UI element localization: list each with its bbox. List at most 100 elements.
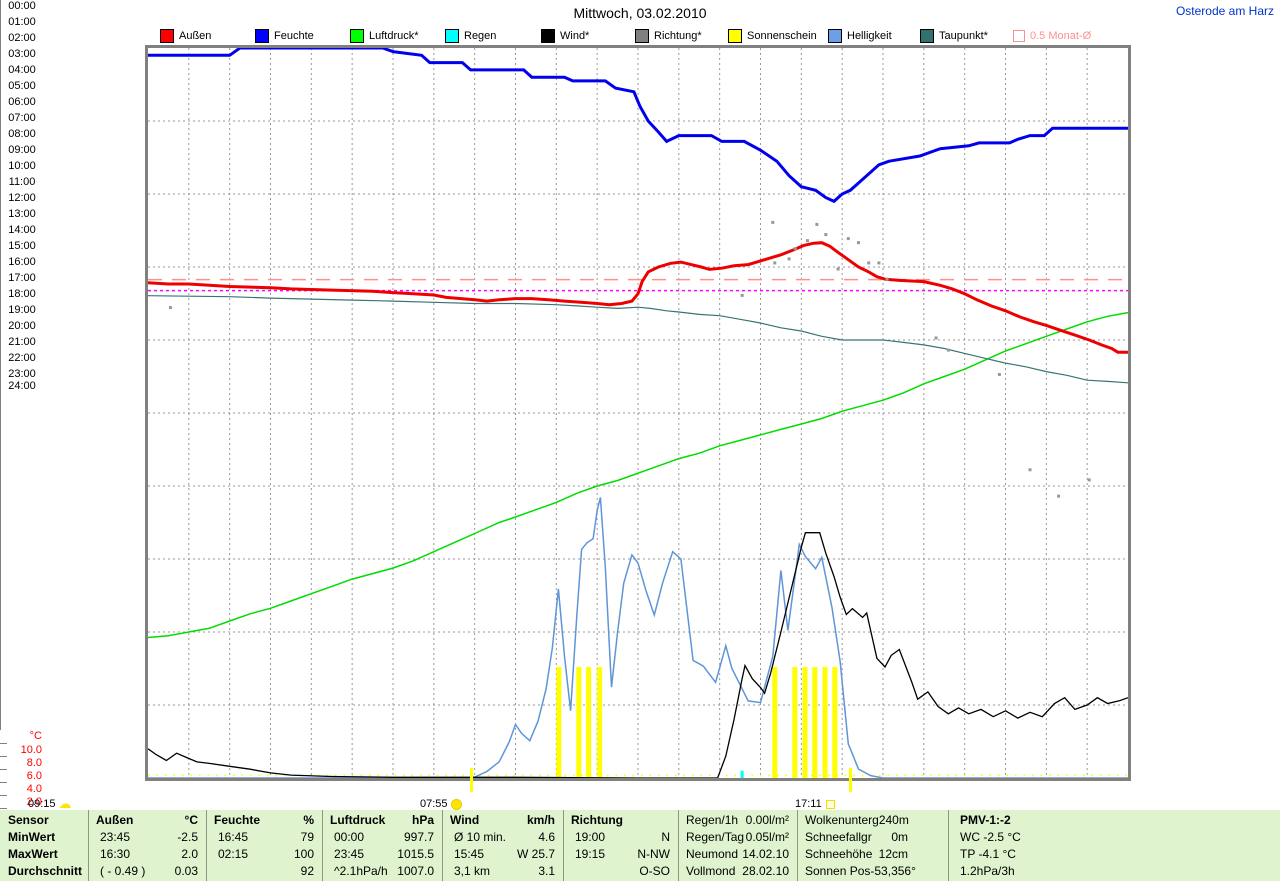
temperature-tick [0, 756, 7, 757]
table-cell-label: Schneefallgr [805, 830, 872, 844]
x-hour-tick [0, 364, 1, 368]
plot-frame [145, 45, 1131, 781]
table-row-header: MaxWert [8, 847, 58, 861]
x-hour-label: 10:00 [8, 160, 36, 172]
x-axis-labels: 00:00 01:00 02:00 03:00 04:00 05:00 06:00 07:00… [0, 0, 36, 392]
table-cell-value: 0.00l/m² [745, 813, 789, 827]
table-cell-time: 02:15 [218, 847, 249, 861]
table-cell-value: -2.5 [177, 830, 198, 844]
table-cell-value: 3.1 [538, 864, 555, 878]
table-cell-value: 997.7 [403, 830, 434, 844]
table-separator [678, 810, 679, 881]
series-au-en [148, 241, 1128, 354]
direction-dot [824, 233, 828, 237]
table-cell-time: 23:45 [334, 847, 365, 861]
table-row: O-SO [563, 863, 678, 880]
table-group-pmv: PMV-1:-2 WC -2.5 °C TP -4.1 °C 1.2hPa/3h [948, 810, 1280, 881]
table-row: Sonnen Pos -53,356° [797, 863, 948, 880]
table-separator [797, 810, 798, 881]
table-row: Regen/Tag 0.05l/m² [678, 829, 797, 846]
legend-item-0-5-monat-: 0.5 Monat-Ø [1013, 28, 1091, 43]
station-location: Osterode am Harz [1175, 4, 1274, 18]
legend-item-feuchte: Feuchte [255, 28, 314, 43]
table-cell-time: 15:45 [454, 847, 485, 861]
x-hour-label: 04:00 [8, 64, 36, 76]
table-cell-value: N-NW [637, 847, 670, 861]
table-group-header: Feuchte% [206, 812, 322, 829]
table-group-luftdruck: Luftdruck hPa 00:00 997.7 23:45 1015.5 ^2.1hPa… [322, 810, 442, 881]
direction-dot [1087, 478, 1091, 482]
legend-label: Regen [464, 29, 497, 42]
table-cell-label: Sonnen Pos [805, 864, 871, 878]
table-row: 1.2hPa/3h [960, 864, 1015, 878]
sunshine-bar [802, 667, 808, 778]
temperature-tick [0, 795, 7, 796]
table-cell-label: Regen/Tag [686, 830, 745, 844]
table-row-header: MinWert [8, 830, 56, 844]
x-hour-tick [0, 44, 1, 48]
table-group-header: Wind km/h [442, 812, 563, 829]
x-hour-tick [0, 348, 1, 352]
direction-dot [1028, 468, 1032, 472]
sunshine-bar [812, 667, 818, 778]
table-row: WC -2.5 °C [960, 830, 1021, 844]
legend-swatch-icon [350, 28, 364, 43]
x-hour-label: 16:00 [8, 256, 36, 268]
table-separator [563, 810, 564, 881]
table-row: Neumond 14.02.10 [678, 846, 797, 863]
page-title: Mittwoch, 03.02.2010 [573, 5, 707, 21]
series-helligkeit [148, 497, 1128, 778]
table-cell-time: 16:30 [100, 847, 131, 861]
temperature-tick [0, 782, 7, 783]
table-group-feuchte: Feuchte% 16:45 79 02:15 100 92 [206, 810, 322, 881]
table-cell-label: Regen/1h [686, 813, 739, 827]
direction-dot [857, 241, 860, 245]
sunrise-marker-label: 07:55 [420, 797, 462, 811]
table-group-unit: % [303, 813, 314, 827]
chart-plot [148, 48, 1128, 778]
sunshine-bar [597, 667, 603, 778]
x-hour-label: 23:00 [8, 368, 36, 380]
direction-dot [815, 222, 819, 226]
sunshine-bar [792, 667, 798, 778]
x-hour-label: 12:00 [8, 192, 36, 204]
table-cell-value: 0m [891, 830, 908, 844]
legend-swatch-icon [160, 28, 174, 43]
table-cell-value: 14.02.10 [742, 847, 789, 861]
table-cell-value: 0.05l/m² [745, 830, 789, 844]
legend-item-taupunkt-: Taupunkt* [920, 28, 988, 43]
table-separator [948, 810, 949, 881]
series-feuchte [148, 48, 1128, 204]
rain-bar [740, 770, 744, 778]
x-hour-label: 13:00 [8, 208, 36, 220]
series-wind [148, 532, 1128, 778]
legend-swatch-icon [445, 28, 459, 43]
table-cell-label: Wolkenunterg [805, 813, 879, 827]
table-row: ( - 0.49 ) 0.03 [88, 863, 206, 880]
table-row: Ø 10 min. 4.6 [442, 829, 563, 846]
x-hour-label: 09:00 [8, 144, 36, 156]
table-row-header: Sensor [8, 813, 49, 827]
x-hour-label: 06:00 [8, 96, 36, 108]
x-hour-tick [0, 140, 1, 144]
x-hour-tick [0, 236, 1, 240]
x-hour-label: 20:00 [8, 320, 36, 332]
table-cell-value: 1015.5 [397, 847, 434, 861]
table-row: 15:45 W 25.7 [442, 846, 563, 863]
table-row-header: Durchschnitt [8, 864, 83, 878]
x-hour-label: 22:00 [8, 352, 36, 364]
table-group-richtung: Richtung 19:00 N 19:15 N-NW O-SO [563, 810, 678, 881]
table-cell-label: Vollmond [686, 864, 736, 878]
x-hour-label: 17:00 [8, 272, 36, 284]
legend-label: 0.5 Monat-Ø [1030, 29, 1092, 42]
table-row: Regen/1h 0.00l/m² [678, 812, 797, 829]
temperature-tick-label: 2.0 [26, 796, 42, 808]
table-group-unit: °C [184, 813, 198, 827]
table-separator [206, 810, 207, 881]
table-cell-value: 0.03 [174, 864, 198, 878]
sunset-time-label: 17:11 [795, 798, 822, 810]
table-group-header: Richtung [563, 812, 678, 829]
sunshine-bar [576, 667, 582, 778]
legend-label: Außen [179, 29, 212, 42]
